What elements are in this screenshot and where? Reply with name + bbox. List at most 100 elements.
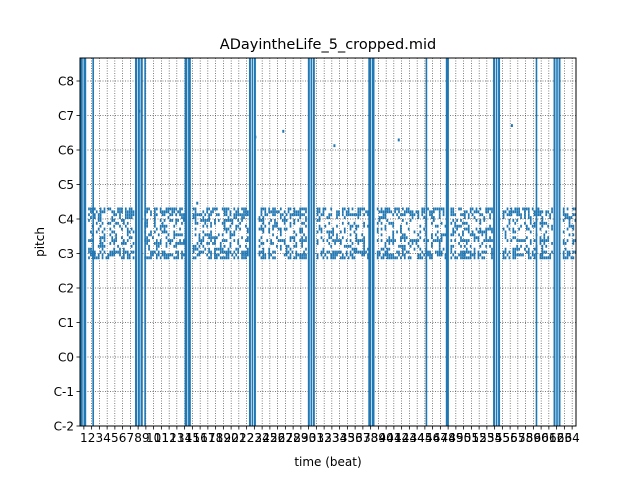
note xyxy=(541,239,544,242)
note xyxy=(487,207,489,211)
note xyxy=(409,213,412,217)
note xyxy=(506,253,509,257)
note xyxy=(245,239,247,242)
note xyxy=(491,230,493,234)
note xyxy=(429,210,431,214)
note xyxy=(279,239,282,242)
x-tick-label: 34 xyxy=(332,431,347,445)
x-tick-label: 4 xyxy=(103,431,111,445)
note xyxy=(407,210,410,214)
note xyxy=(489,224,491,228)
x-tick-label: 57 xyxy=(510,431,525,445)
note xyxy=(433,219,435,222)
note xyxy=(157,250,160,254)
note xyxy=(196,213,199,217)
x-tick-label: 54 xyxy=(487,431,502,445)
note xyxy=(431,210,433,214)
note xyxy=(425,247,427,251)
note xyxy=(175,207,178,211)
note xyxy=(295,244,298,248)
note xyxy=(103,250,106,254)
note xyxy=(299,210,302,214)
note xyxy=(303,250,305,254)
note xyxy=(411,242,414,245)
note xyxy=(99,224,102,228)
note xyxy=(111,236,114,240)
note xyxy=(539,242,542,245)
chord-gap xyxy=(253,58,254,426)
note xyxy=(409,244,412,248)
note xyxy=(233,233,236,237)
note xyxy=(415,210,418,214)
note xyxy=(237,239,240,242)
note xyxy=(359,239,362,242)
note xyxy=(533,247,536,251)
note xyxy=(289,224,292,228)
note xyxy=(489,216,491,219)
note xyxy=(535,210,538,214)
note xyxy=(380,210,383,214)
note xyxy=(535,207,538,211)
note xyxy=(245,250,247,254)
note xyxy=(462,230,464,234)
chord-block xyxy=(135,58,143,426)
note xyxy=(460,207,462,211)
note xyxy=(328,233,331,237)
note xyxy=(287,256,290,260)
note xyxy=(130,227,133,231)
note xyxy=(363,224,365,228)
note xyxy=(103,244,106,248)
note xyxy=(328,213,331,217)
note xyxy=(516,207,519,211)
note xyxy=(144,224,147,228)
note xyxy=(241,213,243,217)
note xyxy=(562,213,565,217)
note xyxy=(351,242,354,245)
x-tick-label: 27 xyxy=(278,431,293,445)
note xyxy=(574,239,577,242)
note xyxy=(568,219,571,222)
note xyxy=(345,253,348,257)
note xyxy=(163,213,166,217)
chord-gap xyxy=(555,58,557,426)
note xyxy=(231,219,234,222)
note xyxy=(359,213,362,217)
note xyxy=(516,247,519,251)
note xyxy=(345,244,348,248)
chord-gap xyxy=(309,58,311,426)
note xyxy=(101,210,104,214)
note xyxy=(570,224,573,228)
note xyxy=(392,213,395,217)
note xyxy=(524,207,526,211)
note xyxy=(285,247,288,251)
note xyxy=(97,216,100,219)
x-tick-label: 42 xyxy=(394,431,409,445)
note xyxy=(192,247,195,251)
note xyxy=(99,210,102,214)
note xyxy=(489,207,491,211)
note xyxy=(551,207,553,211)
x-tick-label: 8 xyxy=(134,431,142,445)
note xyxy=(403,233,406,237)
note xyxy=(214,250,216,254)
note xyxy=(181,242,183,245)
note xyxy=(338,239,340,242)
note xyxy=(429,253,431,257)
x-tick-label: 48 xyxy=(440,431,455,445)
note xyxy=(299,227,302,231)
note xyxy=(181,253,183,257)
note xyxy=(347,213,350,217)
note xyxy=(154,216,156,219)
note xyxy=(206,233,209,237)
note xyxy=(402,236,404,240)
note xyxy=(111,210,114,214)
note xyxy=(206,207,209,211)
note xyxy=(109,221,112,225)
x-tick-label: 59 xyxy=(526,431,541,445)
note xyxy=(115,213,117,217)
note xyxy=(384,210,387,214)
note xyxy=(417,216,420,219)
note xyxy=(123,242,125,245)
x-tick-label: 45 xyxy=(417,431,432,445)
